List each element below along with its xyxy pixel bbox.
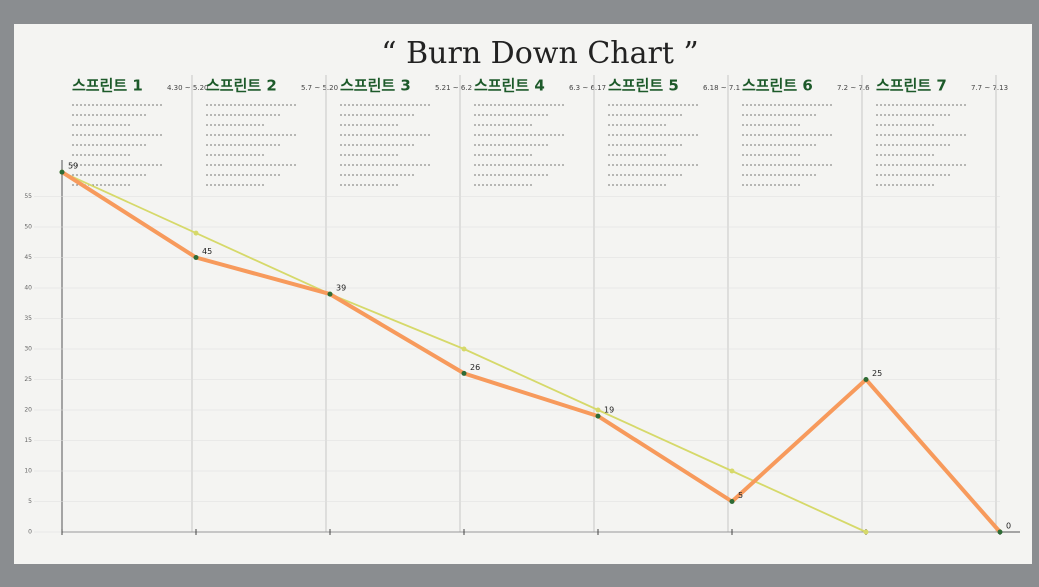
point <box>863 377 869 382</box>
y-tick-label: 25 <box>24 376 32 383</box>
sprint-name: 스프린트 2 <box>206 77 277 95</box>
sprint-dates: 4.30 ~ 5.20 <box>167 84 209 92</box>
point <box>327 291 333 297</box>
sprint-name: 스프린트 6 <box>742 77 813 95</box>
y-tick-label: 15 <box>24 437 32 444</box>
sprint-dates: 6.3 ~ 6.17 <box>569 84 606 92</box>
sprint-name: 스프린트 7 <box>876 77 947 95</box>
sprint-name: 스프린트 3 <box>340 77 411 95</box>
chart-title: “ Burn Down Chart ” <box>381 36 699 71</box>
sprint-dates: 5.21 ~ 6.2 <box>435 84 472 92</box>
y-tick-label: 10 <box>24 468 32 475</box>
sprint-dates: 7.2 ~ 7.6 <box>837 84 870 92</box>
y-tick-label: 5 <box>28 498 32 505</box>
point <box>595 407 601 413</box>
sprint-dates: 5.7 ~ 5.20 <box>301 84 338 92</box>
point <box>997 529 1003 535</box>
point <box>193 230 199 236</box>
data-label: 59 <box>68 162 78 171</box>
sprint-name: 스프린트 1 <box>72 77 143 95</box>
y-tick-label: 20 <box>24 407 32 414</box>
point <box>729 468 735 474</box>
sprint-dates: 7.7 ~ 7.13 <box>971 84 1008 92</box>
y-tick-label: 55 <box>24 193 32 200</box>
y-tick-label: 45 <box>24 254 32 261</box>
data-label: 39 <box>336 284 346 293</box>
point <box>461 346 467 352</box>
data-label: 26 <box>470 363 480 372</box>
point <box>193 255 199 260</box>
data-label: 45 <box>202 247 212 256</box>
data-label: 0 <box>1006 522 1011 531</box>
y-tick-label: 35 <box>24 315 32 322</box>
point <box>461 370 467 376</box>
series-line <box>60 170 1002 534</box>
y-tick-label: 40 <box>24 285 32 292</box>
sprint-dates: 6.18 ~ 7.1 <box>703 84 740 92</box>
data-label: 5 <box>738 491 743 500</box>
point <box>729 499 735 504</box>
point <box>59 169 65 175</box>
data-label: 19 <box>604 406 614 415</box>
point <box>595 413 601 419</box>
data-label: 25 <box>872 369 882 378</box>
sprint-name: 스프린트 5 <box>608 77 679 95</box>
sprint-name: 스프린트 4 <box>474 77 545 95</box>
y-tick-label: 0 <box>28 529 32 536</box>
y-tick-label: 30 <box>24 346 32 353</box>
y-tick-label: 50 <box>24 224 32 231</box>
point <box>863 529 869 535</box>
